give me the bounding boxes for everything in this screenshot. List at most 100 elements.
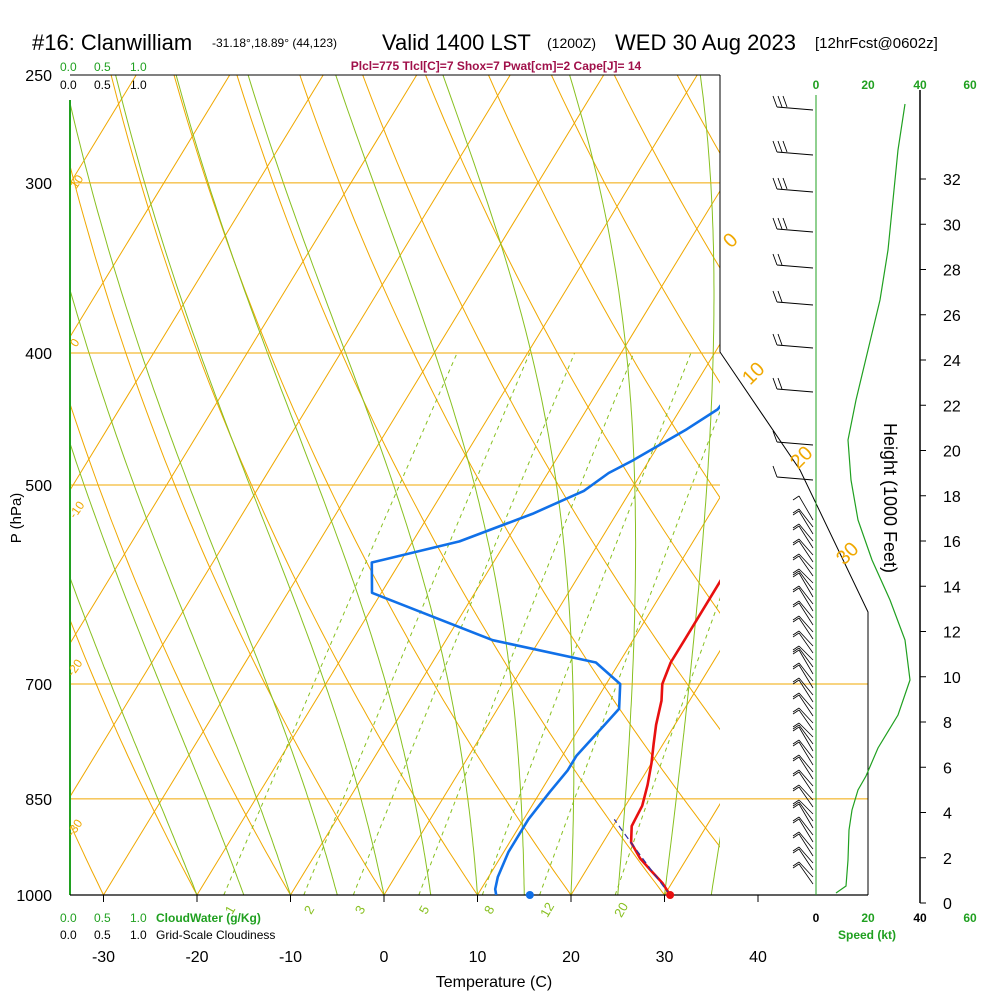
dry-adiabat-line (70, 402, 291, 895)
speed-tick-label-top: 60 (963, 78, 977, 92)
x-tick-label: -20 (185, 949, 208, 966)
utc-time: (1200Z) (547, 35, 596, 51)
wind-barb (792, 771, 814, 794)
wind-barb (792, 568, 814, 584)
bottom-water-0: 0.0 (60, 911, 77, 925)
wind-barb (792, 664, 814, 689)
wind-barb (792, 553, 814, 570)
mixing-ratio-label: 20 (611, 900, 631, 920)
dry-adiabat-label: 0 (719, 229, 742, 252)
height-tick-label: 24 (943, 353, 961, 370)
top-water-0: 0.0 (60, 60, 77, 74)
wind-barb (792, 587, 814, 612)
mixing-ratio-label: 5 (416, 903, 433, 917)
x-tick-label: 10 (469, 949, 487, 966)
pressure-tick-label: 400 (25, 346, 52, 363)
speed-tick-label-top: 40 (913, 78, 927, 92)
height-tick-label: 6 (943, 760, 952, 777)
wind-barb (792, 799, 814, 815)
moist-adiabat-line (569, 75, 637, 895)
wind-barbs (772, 95, 814, 885)
valid-time: Valid 1400 LST (382, 30, 531, 55)
dry-adiabat-label: 20 (786, 442, 817, 473)
height-tick-label: 18 (943, 489, 961, 506)
parcel-dashed-line (613, 819, 671, 896)
cloud-cover-label: Grid-Scale Cloudiness (156, 928, 275, 942)
station-coords: -31.18°,18.89° (44,123) (212, 36, 337, 50)
moist-adiabat-lines (70, 75, 720, 895)
parcel-trace (525, 819, 675, 899)
bottom-cover-1: 0.5 (94, 928, 111, 942)
wind-barb (792, 741, 814, 766)
isobar-lines (70, 182, 868, 800)
temperature-line (629, 579, 720, 895)
moist-adiabat-line (70, 576, 198, 895)
hodograph-boundary (719, 351, 869, 895)
speed-profile-line (835, 103, 911, 894)
height-tick-label: 4 (943, 806, 952, 823)
wind-barb (772, 430, 814, 446)
height-tick-label: 32 (943, 172, 961, 189)
wind-barb (792, 679, 814, 703)
dry-adiabat-line (550, 75, 720, 384)
height-tick-label: 20 (943, 444, 961, 461)
wind-barb (792, 662, 814, 682)
wind-barb (792, 585, 814, 605)
wind-barb (792, 769, 814, 787)
wind-barb (792, 786, 814, 808)
wind-barb (792, 831, 814, 850)
dry-adiabat-line (488, 75, 720, 499)
mixing-ratio-label: 3 (352, 903, 369, 917)
wind-barb (792, 816, 814, 836)
wind-barb (792, 756, 814, 780)
wind-barb (792, 677, 814, 696)
moist-adiabat-line (70, 441, 245, 895)
speed-tick-label-bottom: 20 (861, 911, 875, 925)
wind-barb (792, 726, 814, 752)
height-tick-label: 26 (943, 308, 961, 325)
wind-barb (792, 801, 814, 822)
moist-adiabat-line (335, 75, 525, 895)
wind-barb (792, 647, 814, 668)
x-tick-label: -30 (92, 949, 115, 966)
wind-barb (792, 630, 814, 647)
pressure-tick-label: 700 (25, 677, 52, 694)
height-tick-label: 16 (943, 534, 961, 551)
isotherm-line (758, 75, 1000, 895)
dry-adiabat-label: -30 (64, 816, 86, 839)
wind-barb (792, 600, 814, 619)
wind-barb (772, 290, 814, 306)
x-axis-title: Temperature (C) (436, 974, 552, 991)
wind-barb (792, 818, 814, 843)
speed-tick-label-bottom: 0 (813, 911, 820, 925)
wind-barb (772, 377, 814, 393)
speed-tick-label-bottom: 60 (963, 911, 977, 925)
bottom-cover-0: 0.0 (60, 928, 77, 942)
dry-adiabat-line (425, 75, 720, 614)
y-axis-title: P (hPa) (8, 493, 25, 544)
header: #16: Clanwilliam -31.18°,18.89° (44,123)… (32, 30, 938, 73)
wind-barb (792, 540, 814, 563)
wind-barb (792, 739, 814, 759)
height-tick-label: 28 (943, 263, 961, 280)
x-tick-label: 30 (656, 949, 674, 966)
wind-barb (792, 523, 814, 542)
valid-date: WED 30 Aug 2023 (615, 30, 796, 55)
dry-adiabat-line (70, 618, 198, 895)
top-cover-0: 0.0 (60, 78, 77, 92)
wind-barb (792, 863, 814, 885)
height-tick-label: 22 (943, 398, 961, 415)
mixing-ratio-line (223, 352, 458, 895)
wind-barb (792, 709, 814, 731)
pressure-tick-label: 850 (25, 792, 52, 809)
wind-barb (792, 555, 814, 577)
wind-barb (792, 508, 814, 528)
station-title: #16: Clanwilliam (32, 30, 192, 55)
top-cover-2: 1.0 (130, 78, 147, 92)
top-water-1: 0.5 (94, 60, 111, 74)
wind-barb (772, 140, 814, 156)
wind-barb (772, 95, 814, 111)
